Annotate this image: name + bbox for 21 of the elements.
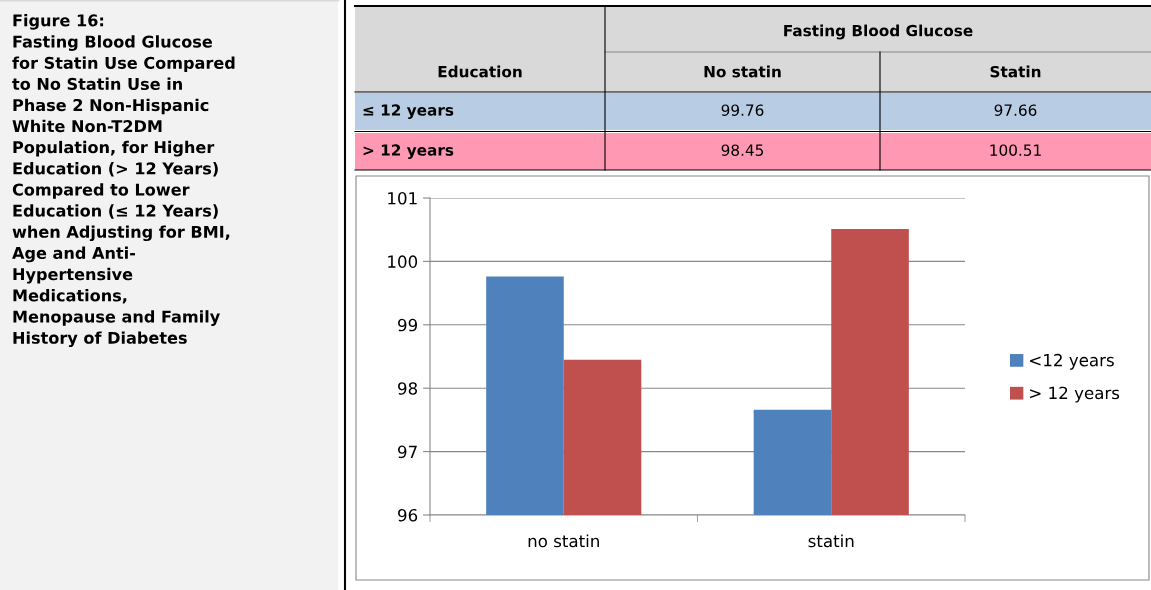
text: Fasting Blood Glucose — [784, 24, 973, 40]
legend-label: <12 years — [1030, 353, 1114, 370]
text: 99.76 — [721, 104, 764, 116]
text: 98.45 — [721, 144, 764, 156]
y-tick-label: 96 — [398, 508, 418, 522]
y-tick-label: 101 — [388, 191, 417, 205]
chart-title: Figure 16: Fasting Blood Glucose for Statin Use Compared to No Statin Use in Phase 2 Non-Hispanic White Non-T2DM Population, for Higher Education (> 12 Years) Compared to Lower Education (≤ 12 Years) when Adjusting for BMI, Age and Anti- Hypertensive Medications, Menopause and Family History of Diabetes — [12, 14, 235, 348]
x-tick-label: no statin — [528, 534, 599, 548]
text: No statin — [704, 65, 781, 78]
text: Statin — [990, 65, 1041, 78]
text: > 12 years — [363, 144, 454, 159]
y-tick-label: 97 — [398, 445, 417, 459]
y-tick-label: 98 — [398, 382, 418, 395]
text: 100.51 — [990, 144, 1041, 156]
text: Education — [438, 65, 522, 78]
text: 97.66 — [994, 104, 1037, 116]
x-tick-label: statin — [808, 534, 854, 548]
y-tick-label: 99 — [398, 318, 418, 332]
y-tick-label: 100 — [388, 255, 418, 268]
legend-label: > 12 years — [1030, 386, 1120, 403]
text: ≤ 12 years — [363, 104, 454, 119]
